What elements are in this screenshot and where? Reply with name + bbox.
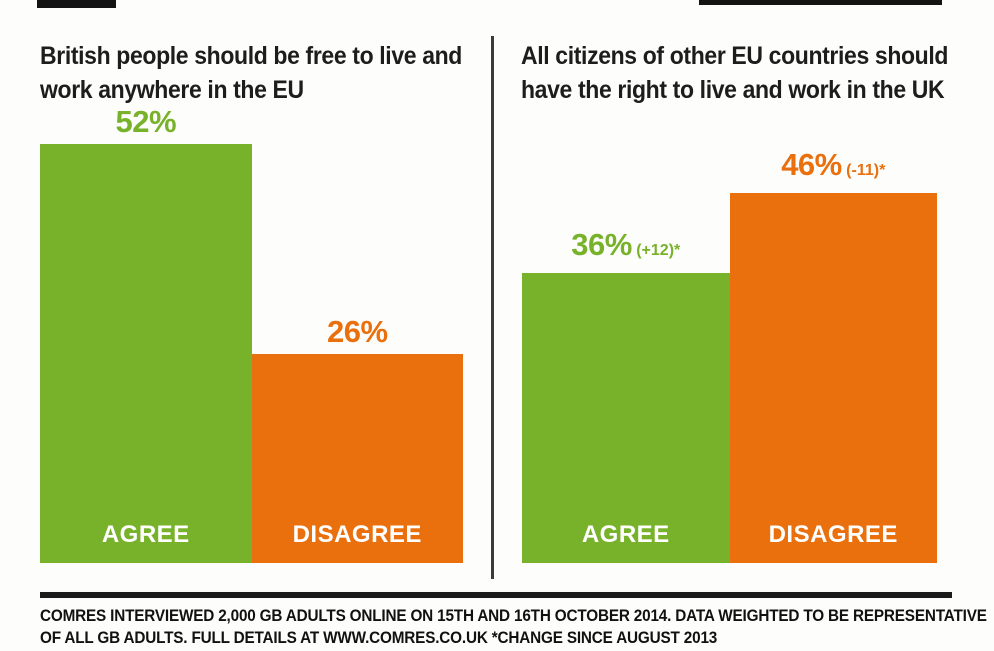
- bar-category-label-disagree: DISAGREE: [768, 521, 898, 548]
- bar-column-disagree: 26% DISAGREE: [251, 316, 463, 563]
- bar-disagree: DISAGREE: [251, 354, 463, 563]
- bar-value-label-agree: 36% (+12)*: [571, 229, 680, 266]
- chart-divider-line: [491, 36, 494, 579]
- right-chart-title: All citizens of other EU countries shoul…: [521, 39, 948, 107]
- right-chart-title-line2: have the right to live and work in the U…: [521, 75, 945, 104]
- bar-column-disagree: 46% (-11)* DISAGREE: [729, 149, 937, 563]
- top-crop-artifact-left: [37, 0, 116, 8]
- bar-column-agree: 36% (+12)* AGREE: [522, 229, 730, 563]
- bar-percent-disagree: 26%: [326, 314, 388, 349]
- bar-category-label-disagree: DISAGREE: [292, 521, 422, 548]
- bar-category-label-agree: AGREE: [101, 521, 190, 548]
- bar-category-label-agree: AGREE: [581, 521, 670, 548]
- bar-percent-disagree: 46%: [781, 147, 842, 182]
- bar-value-label-disagree: 26%: [327, 316, 388, 347]
- footnote-line2: OF ALL GB ADULTS. FULL DETAILS AT WWW.CO…: [40, 628, 718, 647]
- bar-percent-agree: 36%: [571, 227, 632, 262]
- left-chart-plot-area: 52% AGREE 26% DISAGREE: [40, 106, 463, 563]
- left-chart-title-line2: work anywhere in the EU: [40, 75, 304, 104]
- bar-agree: AGREE: [40, 144, 252, 563]
- left-chart-title: British people should be free to live an…: [40, 39, 462, 107]
- bar-disagree: DISAGREE: [729, 193, 937, 563]
- bar-value-label-disagree: 46% (-11)*: [781, 149, 885, 186]
- bar-percent-agree: 52%: [115, 104, 177, 139]
- bar-change-annotation-disagree: (-11)*: [841, 162, 886, 179]
- footer-rule: [40, 592, 952, 598]
- footnote-line1: COMRES INTERVIEWED 2,000 GB ADULTS ONLIN…: [40, 606, 987, 625]
- bar-column-agree: 52% AGREE: [40, 106, 252, 563]
- right-chart-title-line1: All citizens of other EU countries shoul…: [521, 41, 949, 70]
- bar-change-annotation-agree: (+12)*: [631, 242, 681, 259]
- right-chart-plot-area: 36% (+12)* AGREE 46% (-11)* DISAGREE: [522, 149, 937, 563]
- left-chart-title-line1: British people should be free to live an…: [40, 41, 462, 70]
- top-crop-artifact-right: [699, 0, 942, 5]
- bar-agree: AGREE: [522, 273, 730, 563]
- bar-value-label-agree: 52%: [115, 106, 176, 137]
